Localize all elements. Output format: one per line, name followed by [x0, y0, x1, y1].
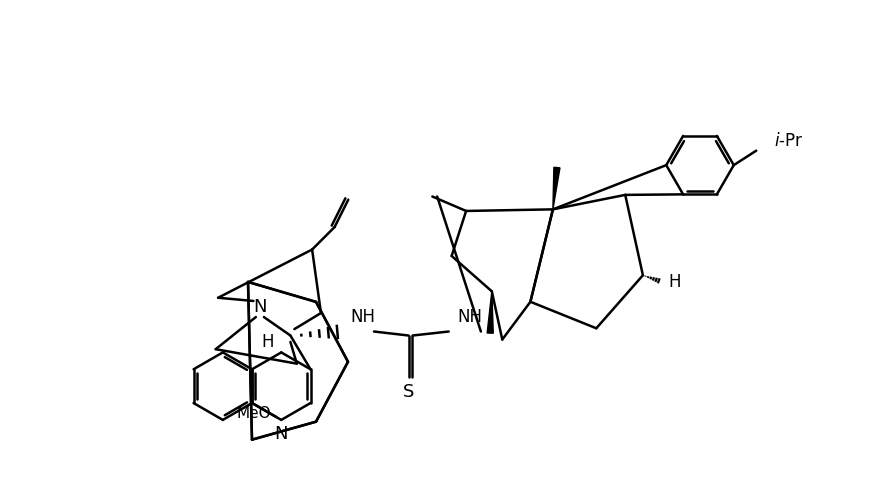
Text: NH: NH [350, 308, 375, 326]
Text: NH: NH [457, 308, 482, 326]
Text: MeO: MeO [237, 406, 271, 421]
Polygon shape [552, 167, 560, 209]
Text: $\it{i}$-Pr: $\it{i}$-Pr [774, 132, 804, 150]
Text: N: N [253, 298, 267, 316]
Polygon shape [487, 291, 493, 333]
Text: H: H [262, 333, 274, 351]
Text: H: H [669, 273, 682, 291]
Text: N: N [275, 426, 288, 443]
Text: S: S [403, 383, 415, 401]
